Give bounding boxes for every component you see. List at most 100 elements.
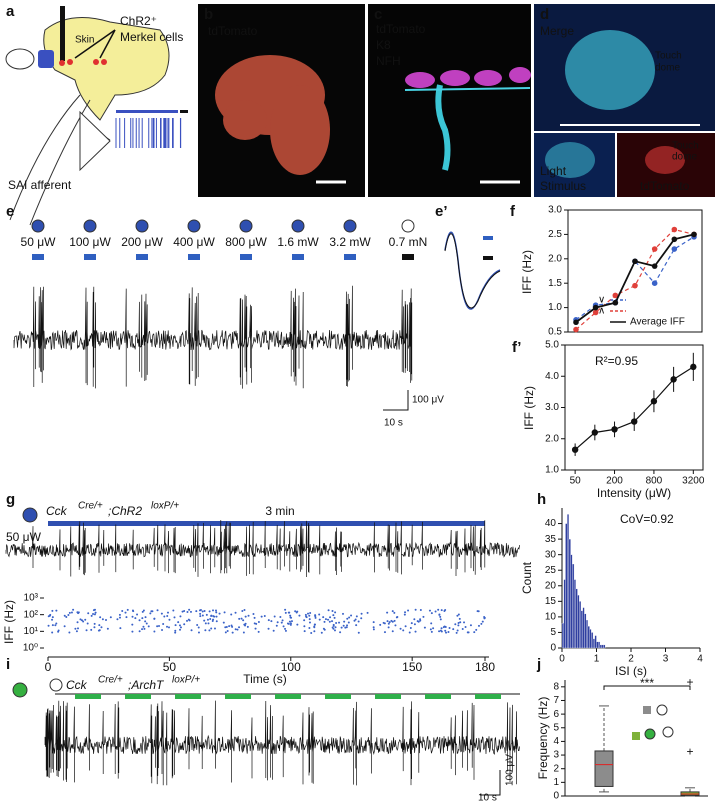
panel-label: f’ bbox=[512, 339, 521, 356]
point bbox=[632, 258, 638, 265]
dot bbox=[437, 608, 440, 611]
dot bbox=[477, 610, 480, 613]
dot bbox=[179, 628, 182, 631]
dot bbox=[141, 617, 144, 620]
icon bbox=[291, 219, 305, 233]
bar bbox=[580, 610, 583, 649]
dot bbox=[434, 610, 437, 613]
dot bbox=[483, 616, 486, 619]
dot bbox=[93, 626, 96, 629]
dot bbox=[190, 629, 193, 632]
dot bbox=[131, 623, 134, 626]
dot bbox=[51, 609, 54, 612]
dot bbox=[199, 612, 202, 615]
point bbox=[631, 418, 638, 425]
dot bbox=[174, 624, 177, 627]
dot bbox=[458, 617, 461, 620]
dot bbox=[228, 625, 231, 628]
dot bbox=[419, 608, 422, 611]
bar bbox=[567, 514, 570, 649]
dot bbox=[372, 621, 375, 624]
merkel bbox=[101, 59, 107, 65]
dot bbox=[87, 612, 90, 615]
stim-bar bbox=[188, 254, 200, 260]
dot bbox=[387, 622, 390, 625]
dot bbox=[77, 627, 80, 630]
dot bbox=[295, 611, 298, 614]
axis-label: Count bbox=[520, 561, 534, 594]
stim-bar bbox=[125, 694, 151, 699]
merkel bbox=[93, 59, 99, 65]
y-tick-label: 10² bbox=[24, 609, 39, 620]
significance-bracket bbox=[603, 685, 691, 690]
stimulus-label: 1.6 mW bbox=[277, 235, 319, 249]
axis-label: Time (s) bbox=[243, 672, 287, 686]
dot bbox=[355, 624, 358, 627]
dot bbox=[161, 628, 164, 631]
dot bbox=[208, 629, 211, 632]
x-tick-label: 100 bbox=[281, 660, 301, 674]
dot bbox=[388, 621, 391, 624]
dot bbox=[428, 609, 431, 612]
dot bbox=[208, 610, 211, 613]
dot bbox=[382, 621, 385, 624]
dot bbox=[280, 621, 283, 624]
panel-label: e bbox=[6, 203, 14, 220]
dot bbox=[79, 618, 82, 621]
stim-bar bbox=[344, 254, 356, 260]
dot bbox=[138, 619, 141, 622]
dot bbox=[144, 616, 147, 619]
significance: *** bbox=[640, 676, 654, 690]
y-tick-label: 2.0 bbox=[548, 253, 562, 264]
dot bbox=[338, 621, 341, 624]
dot bbox=[238, 617, 241, 620]
dot bbox=[231, 631, 234, 634]
point bbox=[690, 363, 697, 371]
dot bbox=[126, 608, 129, 611]
dot bbox=[263, 615, 266, 618]
dot bbox=[203, 619, 206, 622]
dot bbox=[260, 615, 263, 618]
dot bbox=[413, 618, 416, 621]
dot bbox=[414, 608, 417, 611]
dot bbox=[456, 614, 459, 617]
dot bbox=[90, 614, 93, 617]
dot bbox=[77, 611, 80, 614]
y-tick-label: 5 bbox=[550, 627, 556, 638]
y-tick-label: 4.0 bbox=[545, 371, 559, 382]
dot bbox=[186, 611, 189, 614]
cells bbox=[215, 55, 330, 175]
y-tick-label: 0 bbox=[553, 791, 559, 802]
bar bbox=[575, 588, 578, 649]
dot bbox=[257, 621, 260, 624]
dot bbox=[226, 630, 229, 633]
dot bbox=[464, 625, 467, 628]
dot bbox=[327, 609, 330, 612]
icon bbox=[343, 219, 357, 233]
dot bbox=[85, 629, 88, 632]
dot bbox=[310, 631, 313, 634]
point bbox=[592, 304, 599, 311]
axis-label: ISI (s) bbox=[615, 664, 647, 678]
dot bbox=[210, 615, 213, 618]
dot bbox=[298, 614, 301, 617]
dot bbox=[403, 613, 406, 616]
dot bbox=[413, 623, 416, 626]
dot bbox=[313, 625, 316, 628]
bar bbox=[573, 579, 576, 649]
axis-label: IFF (Hz) bbox=[522, 386, 536, 430]
dot bbox=[247, 614, 250, 617]
micrograph-c bbox=[368, 4, 531, 197]
dot bbox=[206, 618, 209, 621]
dot bbox=[47, 624, 50, 627]
stim-bar bbox=[292, 254, 304, 260]
dot bbox=[243, 609, 246, 612]
dot bbox=[328, 620, 331, 623]
touch-dome bbox=[565, 30, 655, 110]
y-tick-label: 2.5 bbox=[548, 229, 562, 240]
point bbox=[650, 398, 658, 405]
dot bbox=[168, 618, 171, 621]
outlier: + bbox=[686, 745, 693, 759]
dot bbox=[93, 608, 96, 611]
dot bbox=[141, 628, 144, 631]
